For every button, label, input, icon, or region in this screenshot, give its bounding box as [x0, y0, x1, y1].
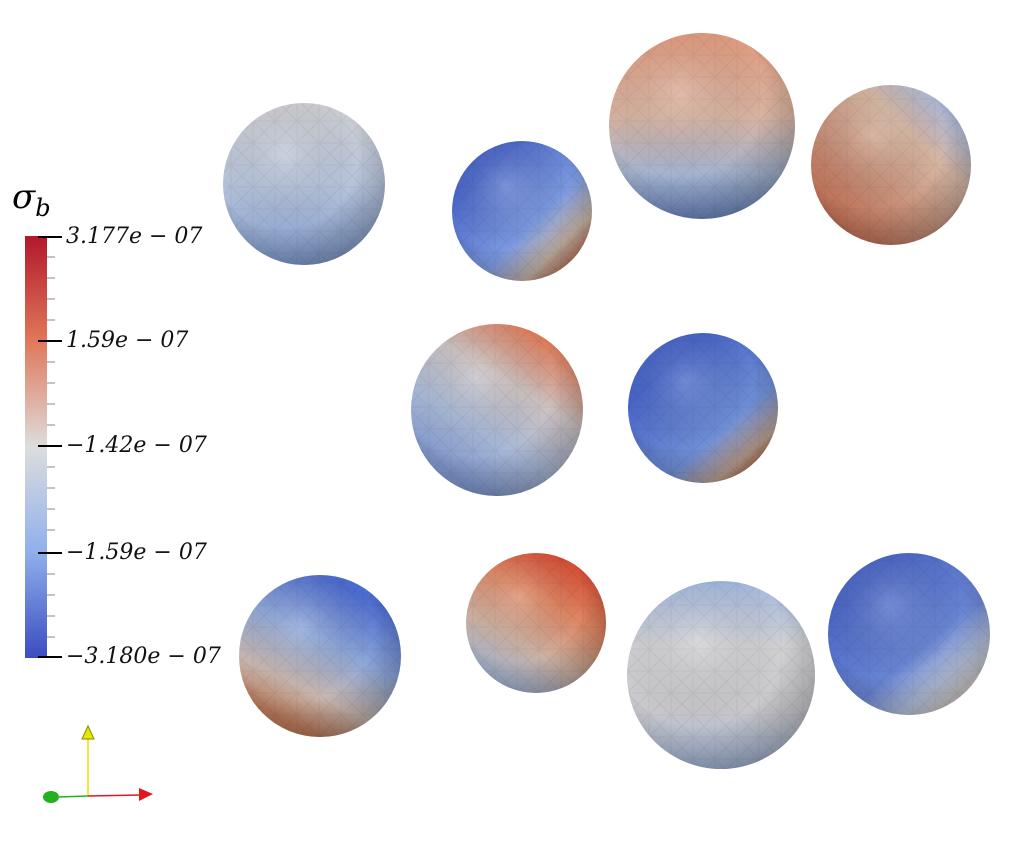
colorbar-tick-label-mid: −1.42e − 07	[66, 433, 207, 458]
z-axis-line	[57, 795, 89, 798]
orientation-axes-widget	[43, 724, 153, 803]
y-axis-arrow-icon	[81, 724, 95, 740]
colorbar-tick-label-lower: −1.59e − 07	[66, 540, 207, 565]
z-axis-arrow-icon	[43, 791, 59, 803]
colorbar-title-symbol: σ	[12, 177, 36, 217]
sphere-5	[411, 324, 583, 496]
sphere-3	[609, 33, 795, 219]
colorbar	[25, 236, 62, 658]
sphere-1	[223, 103, 385, 265]
colorbar-tick-label-min: −3.180e − 07	[66, 644, 221, 669]
colorbar-title-subscript: b	[35, 193, 51, 222]
sphere-10	[828, 553, 990, 715]
x-axis-arrow-icon	[139, 788, 153, 801]
colorbar-major-ticks	[38, 236, 62, 658]
colorbar-tick-label-max: 3.177e − 07	[66, 224, 203, 249]
sphere-9	[627, 581, 815, 769]
colorbar-tick-label-upper: 1.59e − 07	[66, 328, 189, 353]
sphere-8	[466, 553, 606, 693]
sphere-4	[811, 85, 971, 245]
sphere-7	[239, 575, 401, 737]
sphere-6	[628, 333, 778, 483]
sphere-2	[452, 141, 592, 281]
colorbar-title: σb	[12, 180, 51, 220]
colorbar-minor-ticks	[47, 256, 55, 638]
x-axis-line	[87, 794, 141, 797]
